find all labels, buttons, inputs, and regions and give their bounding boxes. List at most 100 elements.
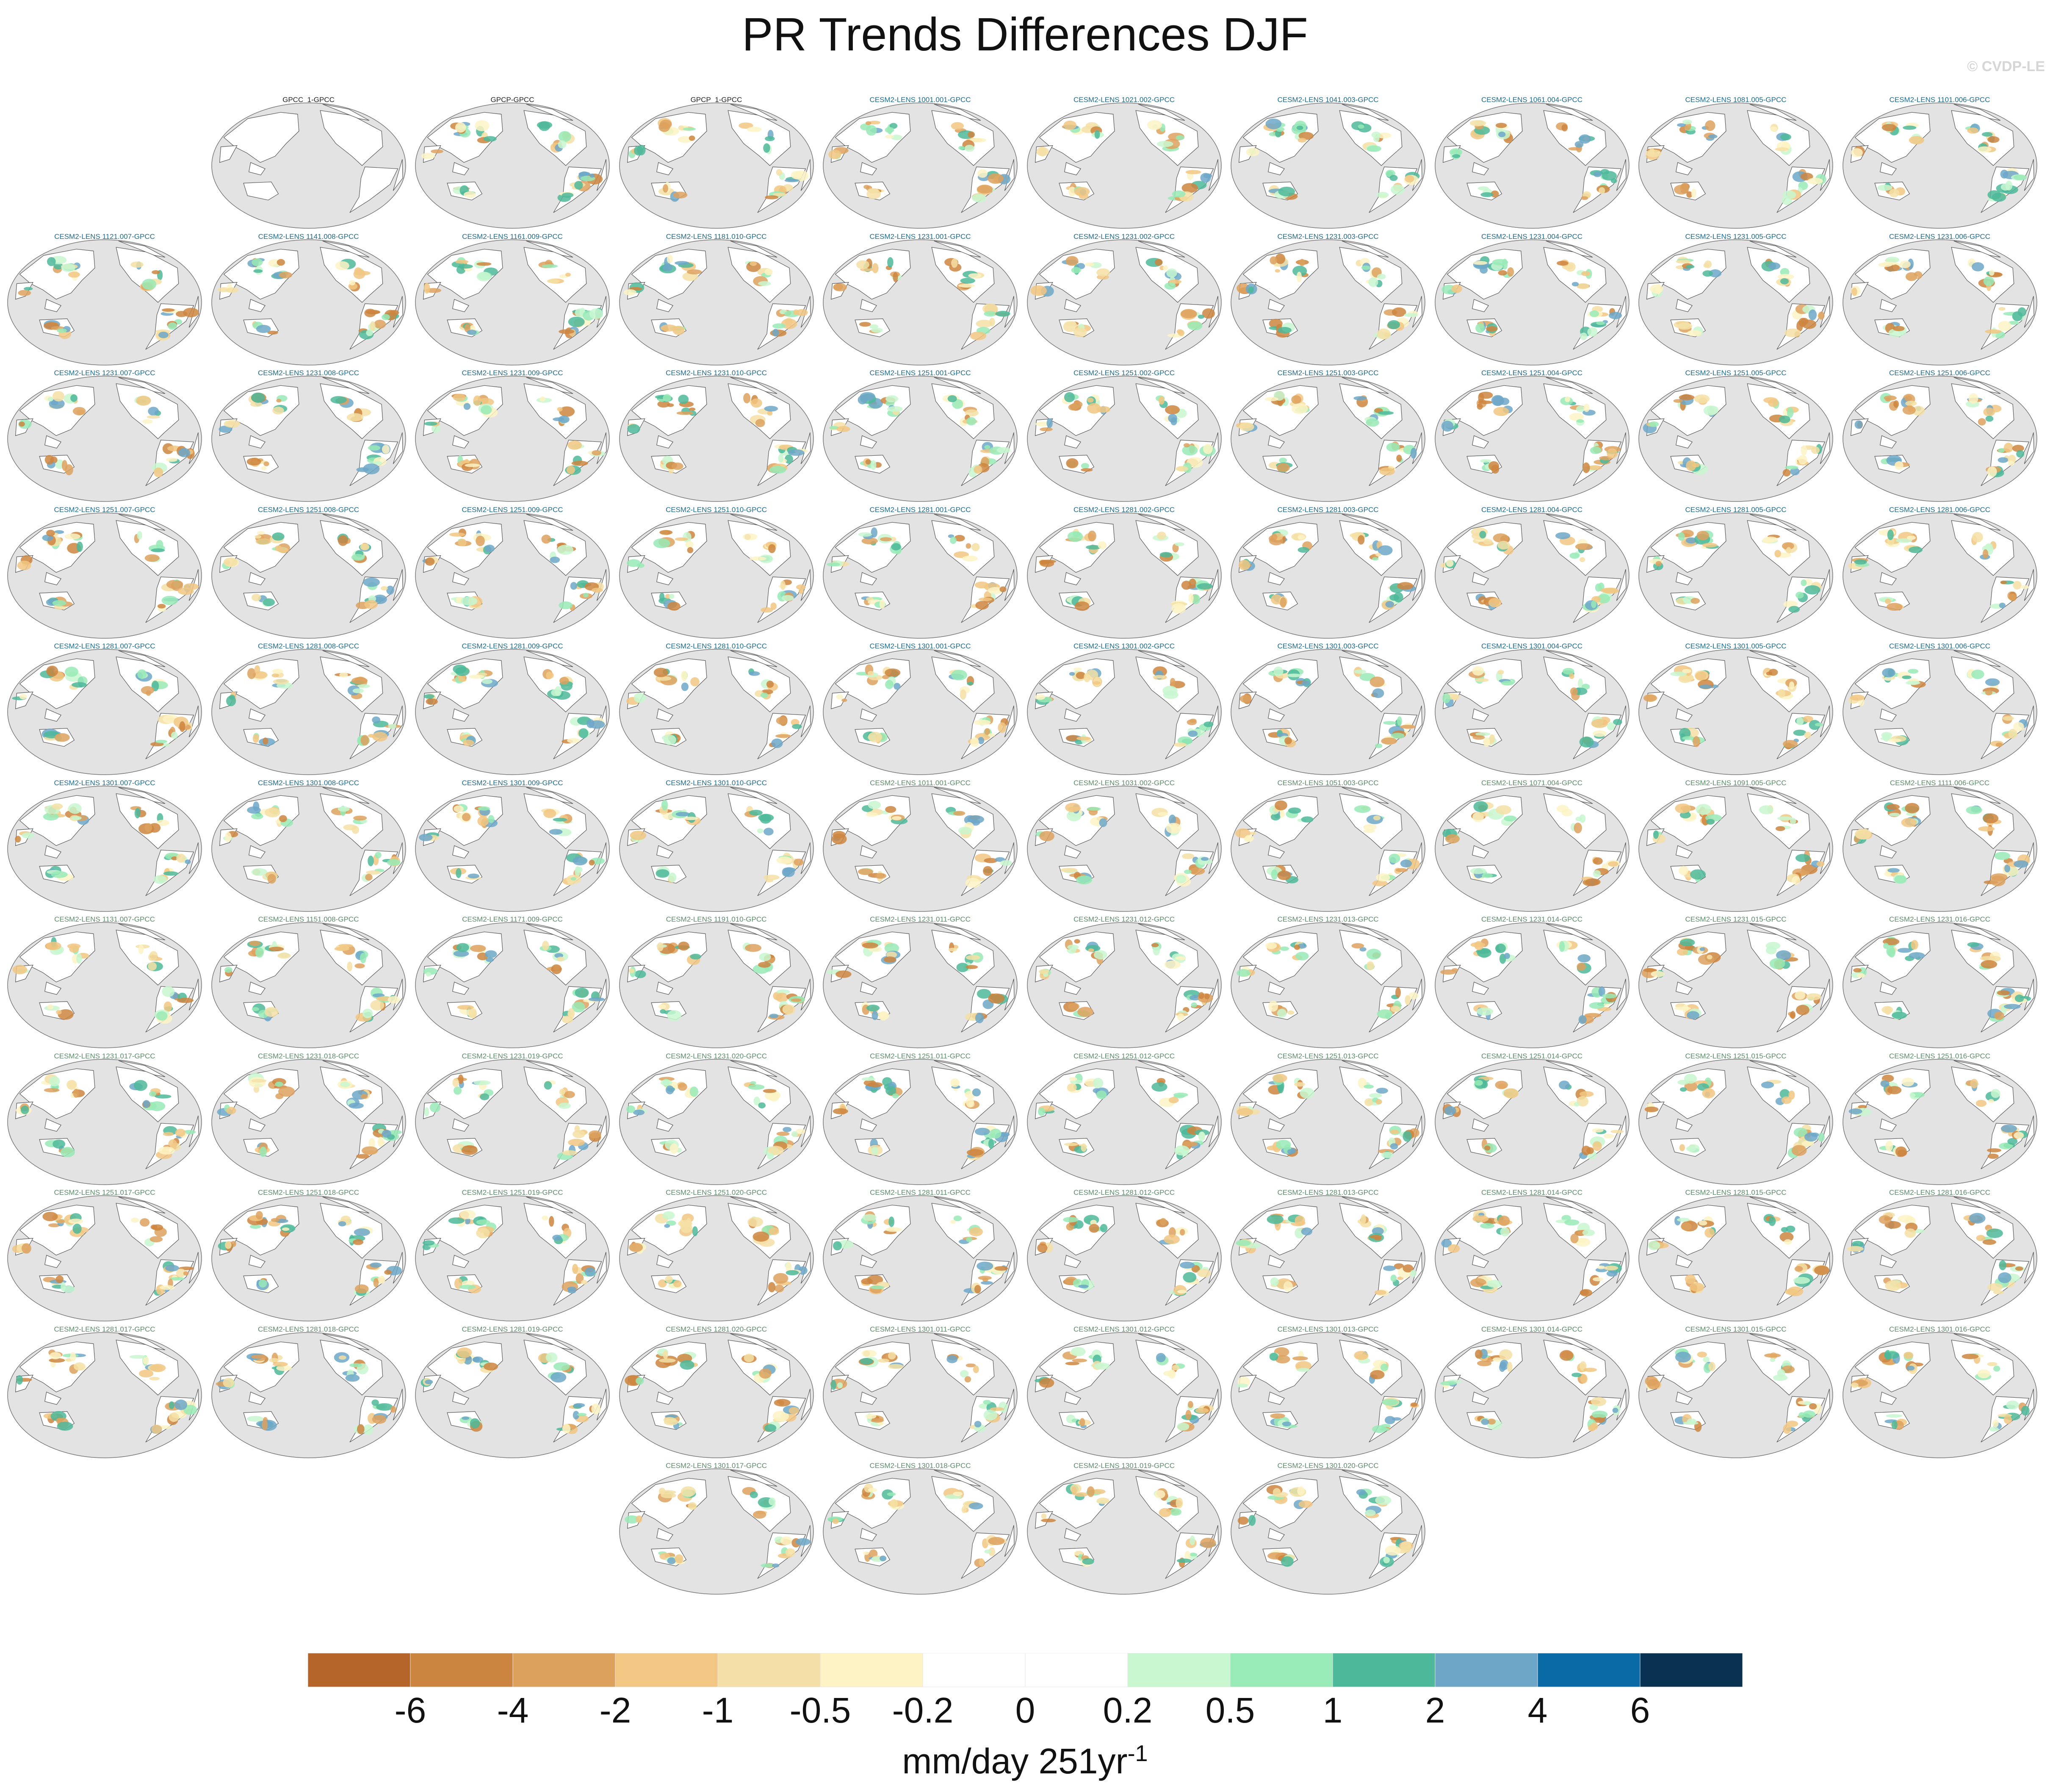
trend-shading (354, 1228, 370, 1236)
trend-shading (377, 1136, 384, 1147)
ocean-mask (1638, 512, 1833, 639)
trend-shading (1301, 1227, 1312, 1235)
trend-shading (1850, 695, 1865, 701)
trend-shading (1785, 1225, 1795, 1233)
land-outline (319, 656, 383, 712)
ocean-mask (823, 649, 1018, 775)
trend-shading (1580, 1289, 1589, 1296)
trend-shading (1989, 269, 1995, 276)
trend-shading (1649, 421, 1659, 427)
land-outline (2024, 296, 2034, 328)
land-outline (1749, 377, 1797, 394)
robinson-map (211, 376, 406, 502)
trend-shading (1768, 262, 1781, 270)
trend-shading (1574, 1102, 1580, 1107)
land-outline (1676, 708, 1693, 722)
trend-shading (1678, 532, 1685, 541)
trend-shading (841, 698, 847, 702)
map-panel: CESM2-LENS 1301.002-GPCC (1025, 642, 1224, 781)
trend-shading (338, 944, 353, 948)
panel-title: CESM2-LENS 1151.008-GPCC (258, 915, 359, 923)
trend-shading (134, 808, 141, 818)
trend-shading (887, 257, 894, 267)
trend-shading (274, 1081, 283, 1087)
trend-shading (1358, 124, 1364, 129)
trend-shading (1298, 547, 1309, 553)
trend-shading (456, 1347, 472, 1358)
trend-shading (66, 1080, 77, 1090)
robinson-map (823, 102, 1018, 229)
trend-shading (1477, 393, 1484, 403)
map-panel: CESM2-LENS 1281.008-GPCC (209, 642, 408, 781)
map-panel: CESM2-LENS 1041.003-GPCC (1228, 95, 1428, 235)
trend-shading (1675, 803, 1691, 813)
panel-title: CESM2-LENS 1281.007-GPCC (54, 642, 155, 650)
trend-shading (1995, 742, 2003, 747)
trend-shading (1770, 126, 1777, 132)
land-outline (1342, 240, 1389, 258)
trend-shading (251, 813, 263, 819)
trend-shading (1277, 327, 1292, 333)
trend-shading (866, 812, 878, 817)
land-outline (243, 181, 279, 201)
trend-shading (1673, 399, 1683, 403)
robinson-map (619, 512, 814, 639)
ocean-mask (619, 649, 814, 775)
panel-title: CESM2-LENS 1301.001-GPCC (869, 642, 971, 650)
map-panel: CESM2-LENS 1301.004-GPCC (1433, 642, 1632, 781)
panel-title: CESM2-LENS 1251.005-GPCC (1685, 369, 1787, 377)
map-panel: CESM2-LENS 1251.007-GPCC (5, 505, 204, 645)
trend-shading (836, 694, 844, 700)
trend-shading (246, 457, 261, 466)
trend-shading (1814, 1266, 1830, 1275)
map-panel: CESM2-LENS 1251.005-GPCC (1636, 368, 1835, 508)
trend-shading (68, 1219, 83, 1224)
trend-shading (1475, 678, 1489, 682)
land-outline (248, 845, 266, 859)
trend-shading (1761, 1081, 1774, 1088)
map-panel: CESM2-LENS 1281.009-GPCC (413, 642, 612, 781)
trend-shading (163, 871, 178, 876)
map-panel: CESM2-LENS 1061.004-GPCC (1433, 95, 1632, 235)
trend-shading (1705, 120, 1715, 131)
trend-shading (253, 269, 263, 273)
trend-shading (758, 1102, 766, 1108)
trend-shading (656, 942, 664, 952)
trend-shading (1895, 538, 1912, 543)
trend-shading (1298, 535, 1305, 540)
trend-shading (1408, 992, 1419, 1000)
land-outline (1747, 247, 1810, 303)
trend-shading (1363, 824, 1377, 830)
trend-shading (1976, 1235, 1986, 1241)
trend-shading (782, 867, 790, 877)
panel-title: CESM2-LENS 1041.003-GPCC (1277, 96, 1379, 104)
map-panel: CESM2-LENS 1011.001-GPCC (821, 778, 1020, 918)
land-outline (1950, 793, 2014, 849)
trend-shading (1197, 583, 1213, 590)
trend-shading (966, 965, 978, 969)
trend-shading (559, 677, 569, 685)
trend-shading (49, 1076, 60, 1086)
trend-shading (163, 1132, 174, 1136)
land-outline (800, 432, 811, 464)
land-outline (730, 1333, 777, 1350)
ocean-mask (211, 1058, 406, 1185)
land-outline (526, 1197, 573, 1213)
trend-shading (1397, 716, 1402, 726)
trend-shading (984, 728, 990, 735)
trend-shading (1060, 867, 1077, 872)
trend-shading (1037, 1243, 1047, 1253)
trend-shading (664, 1224, 670, 1228)
land-outline (656, 299, 673, 312)
trend-shading (782, 1004, 795, 1015)
trend-shading (1372, 880, 1388, 886)
land-outline (934, 650, 981, 667)
trend-shading (1966, 806, 1982, 814)
trend-shading (553, 417, 564, 421)
trend-shading (1099, 818, 1107, 827)
trend-shading (1699, 947, 1705, 951)
land-outline (1749, 787, 1797, 804)
trend-shading (1576, 419, 1584, 423)
robinson-map (1231, 649, 1425, 775)
trend-shading (766, 681, 774, 688)
